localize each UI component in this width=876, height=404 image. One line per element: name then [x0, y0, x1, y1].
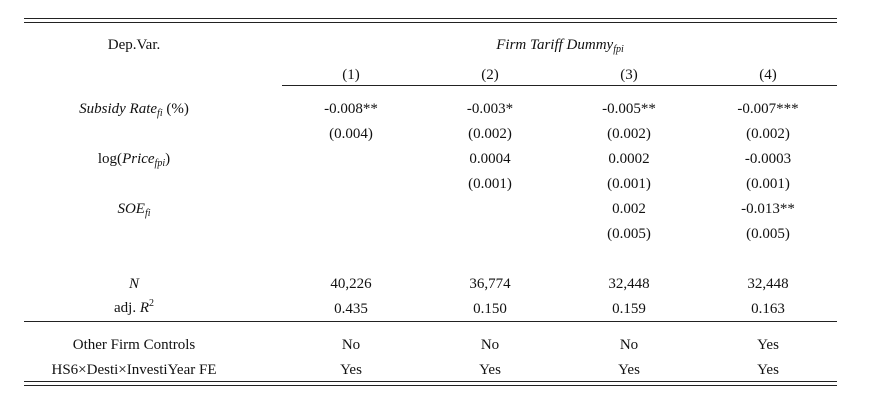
row-label-n: N — [128, 276, 140, 292]
subsidy-coef-4: -0.007*** — [737, 101, 799, 117]
price-label-prefix: log( — [97, 151, 123, 167]
soe-label-sub: fi — [144, 208, 151, 219]
bottom-rule-second — [24, 385, 837, 386]
r2-label-var: R — [139, 300, 149, 316]
firm-controls-2: No — [480, 337, 500, 353]
subsidy-se-3: (0.002) — [607, 126, 651, 142]
soe-coef-4: -0.013** — [741, 201, 795, 217]
firm-controls-4: Yes — [757, 337, 779, 353]
price-label-suffix: ) — [165, 151, 171, 167]
subsidy-label-main: Subsidy Rate — [79, 101, 158, 117]
price-coef-4: -0.0003 — [744, 151, 792, 167]
subsidy-label-sub: fi — [157, 108, 163, 119]
soe-coef-3: 0.002 — [612, 201, 646, 217]
soe-se-3: (0.005) — [607, 226, 651, 242]
r2-label-main: adj. — [114, 300, 140, 316]
subsidy-se-2: (0.002) — [468, 126, 512, 142]
row-label-firm-controls: Other Firm Controls — [72, 337, 196, 353]
row-label-price: log(Pricefpi) — [97, 150, 171, 169]
subsidy-coef-3: -0.005** — [602, 101, 656, 117]
fe-2: Yes — [479, 362, 501, 378]
depvar-label: Dep.Var. — [107, 37, 161, 53]
row-label-r2: adj. R2 — [114, 299, 154, 317]
mid-rule — [24, 321, 837, 322]
depvar-title: Firm Tariff Dummyfpi — [496, 36, 624, 55]
r2-value-1: 0.435 — [334, 301, 368, 317]
column-header-1: (1) — [342, 67, 360, 83]
n-value-2: 36,774 — [469, 276, 511, 292]
top-rule — [24, 18, 837, 19]
soe-se-4: (0.005) — [746, 226, 790, 242]
firm-controls-1: No — [341, 337, 361, 353]
row-label-subsidy: Subsidy Ratefi (%) — [79, 100, 189, 119]
price-label-main: Price — [122, 151, 155, 167]
price-coef-3: 0.0002 — [608, 151, 650, 167]
subsidy-coef-1: -0.008** — [324, 101, 378, 117]
subsidy-label-suffix: (%) — [166, 101, 189, 117]
price-se-4: (0.001) — [746, 176, 790, 192]
n-value-4: 32,448 — [747, 276, 789, 292]
r2-value-3: 0.159 — [612, 301, 646, 317]
soe-label-main: SOE — [117, 201, 145, 217]
subsidy-coef-2: -0.003* — [466, 101, 514, 117]
price-coef-2: 0.0004 — [469, 151, 511, 167]
price-label-sub: fpi — [154, 158, 166, 169]
firm-controls-3: No — [619, 337, 639, 353]
row-label-soe: SOEfi — [117, 200, 151, 219]
subsidy-se-1: (0.004) — [329, 126, 373, 142]
depvar-title-sub: fpi — [613, 44, 624, 55]
column-header-4: (4) — [759, 67, 777, 83]
column-header-2: (2) — [481, 67, 499, 83]
r2-label-sup: 2 — [149, 298, 154, 309]
r2-value-4: 0.163 — [751, 301, 785, 317]
bottom-rule — [24, 381, 837, 382]
n-value-1: 40,226 — [330, 276, 372, 292]
fe-4: Yes — [757, 362, 779, 378]
fe-1: Yes — [340, 362, 362, 378]
n-value-3: 32,448 — [608, 276, 650, 292]
row-label-fe: HS6×Desti×InvestiYear FE — [51, 362, 217, 378]
price-se-2: (0.001) — [468, 176, 512, 192]
top-rule-second — [24, 22, 837, 23]
fe-3: Yes — [618, 362, 640, 378]
header-rule — [282, 85, 837, 86]
r2-value-2: 0.150 — [473, 301, 507, 317]
price-se-3: (0.001) — [607, 176, 651, 192]
depvar-title-main: Firm Tariff Dummy — [496, 37, 614, 53]
subsidy-se-4: (0.002) — [746, 126, 790, 142]
column-header-3: (3) — [620, 67, 638, 83]
